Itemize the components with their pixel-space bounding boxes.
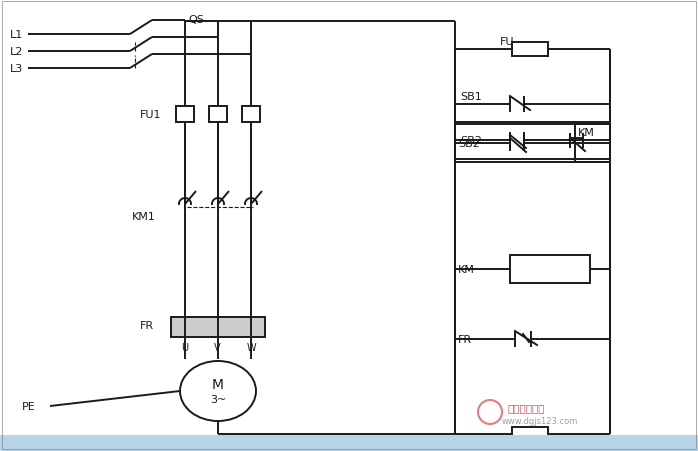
Text: V: V: [214, 342, 221, 352]
Text: FU1: FU1: [140, 110, 161, 120]
Bar: [242, 107, 260, 123]
Text: www.dgjs123.com: www.dgjs123.com: [502, 417, 579, 426]
Text: 电工技术之家: 电工技术之家: [508, 402, 546, 412]
Bar: [171, 318, 265, 337]
Bar: [209, 107, 227, 123]
Text: L1: L1: [10, 30, 23, 40]
Ellipse shape: [180, 361, 256, 421]
Text: 3~: 3~: [210, 394, 226, 404]
Text: KM: KM: [578, 128, 595, 138]
Text: U: U: [181, 342, 188, 352]
Bar: [512, 427, 548, 441]
Text: SB1: SB1: [460, 92, 482, 102]
Text: W: W: [247, 342, 257, 352]
Text: SB2: SB2: [460, 136, 482, 146]
Text: L2: L2: [10, 47, 23, 57]
Bar: [512, 43, 548, 57]
Text: QS: QS: [188, 15, 204, 25]
Text: FU: FU: [500, 37, 514, 47]
Bar: [0, 435, 698, 451]
Text: FR: FR: [140, 320, 154, 330]
Bar: [176, 107, 194, 123]
Text: L3: L3: [10, 64, 23, 74]
Text: KM1: KM1: [132, 212, 156, 221]
Text: FR: FR: [458, 334, 472, 344]
Text: PE: PE: [22, 401, 36, 411]
Text: SB2: SB2: [458, 139, 480, 149]
Text: M: M: [212, 377, 224, 391]
Text: KM: KM: [458, 264, 475, 274]
Bar: [510, 255, 590, 283]
